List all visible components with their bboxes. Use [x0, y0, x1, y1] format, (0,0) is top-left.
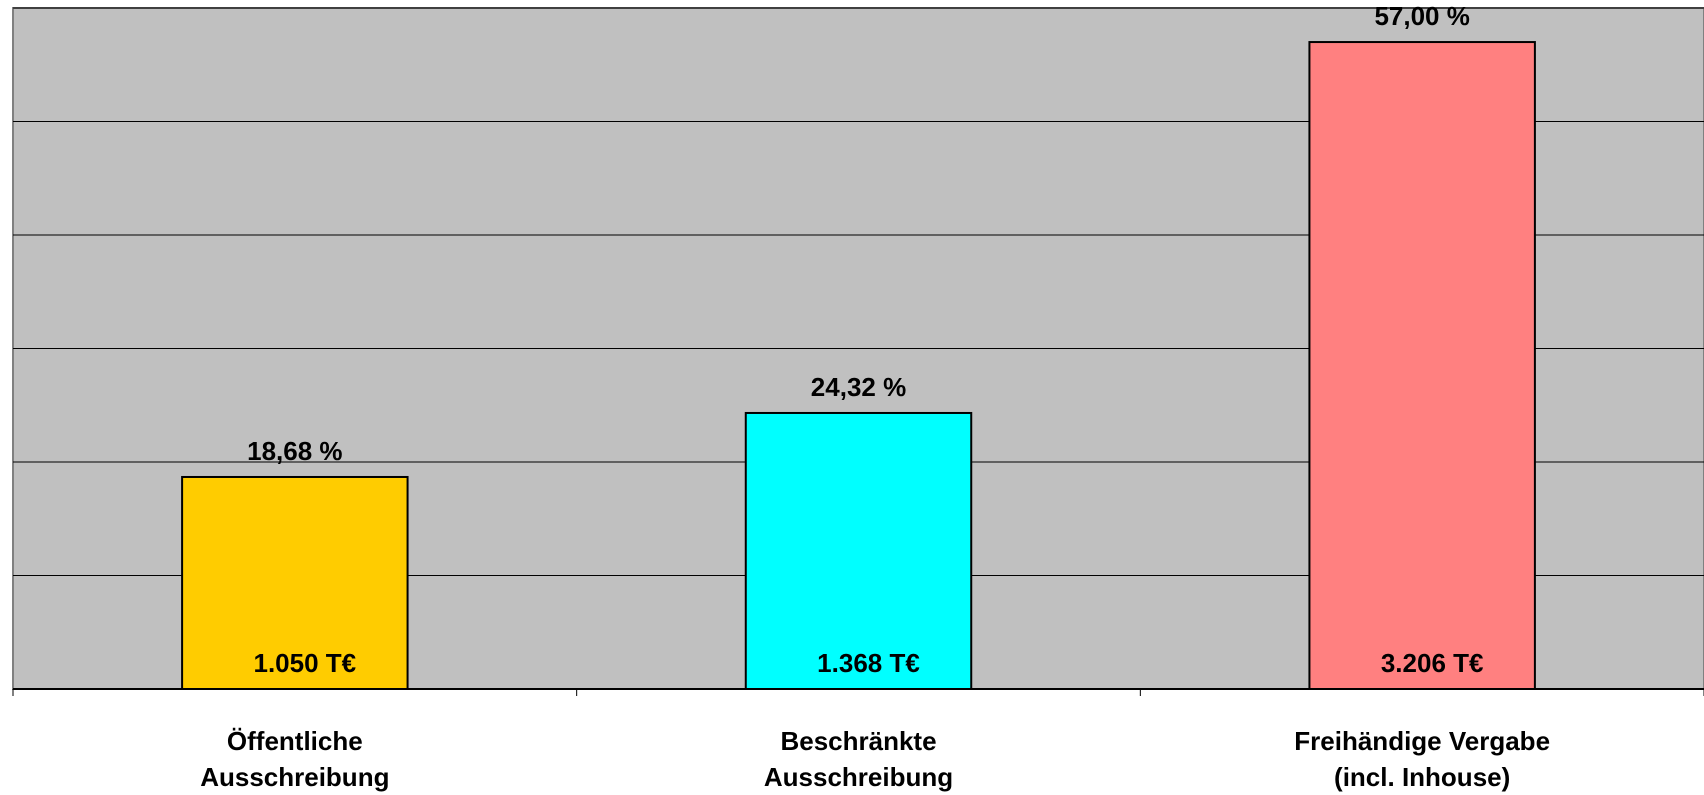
value-label: 18,68 % [247, 436, 342, 466]
amount-label: 1.050 T€ [254, 648, 357, 678]
value-label: 57,00 % [1374, 1, 1469, 31]
x-tick-label: Beschränkte [780, 726, 936, 756]
x-tick-label: Freihändige Vergabe [1294, 726, 1550, 756]
bar [744, 411, 973, 690]
x-tick-label: Öffentliche [227, 726, 363, 756]
bar [181, 475, 409, 690]
x-tick-label: (incl. Inhouse) [1334, 762, 1510, 792]
x-tick-label: Ausschreibung [764, 762, 953, 792]
value-label: 24,32 % [811, 372, 906, 402]
amount-label: 3.206 T€ [1381, 648, 1484, 678]
bar [1308, 41, 1536, 691]
x-tick-label: Ausschreibung [200, 762, 389, 792]
amount-label: 1.368 T€ [817, 648, 920, 678]
